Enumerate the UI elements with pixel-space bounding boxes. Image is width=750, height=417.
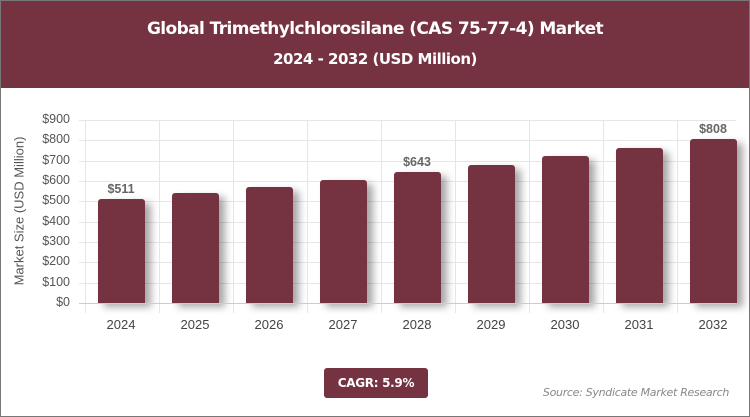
x-tick: 2032 [698, 317, 728, 332]
y-tick: $200 [42, 254, 70, 268]
y-tick: $700 [42, 153, 70, 167]
y-axis-label: Market Size (USD Million) [11, 136, 27, 286]
data-label-2024: $511 [107, 182, 135, 196]
bar-2026[interactable] [246, 187, 293, 303]
chart-header: Global Trimethylchlorosilane (CAS 75-77-… [1, 1, 749, 88]
gridline [233, 120, 234, 313]
data-label-2028: $643 [403, 155, 431, 169]
y-tick: $600 [42, 173, 70, 187]
gridline [603, 120, 604, 313]
x-tick: 2025 [180, 317, 210, 332]
bar-2032[interactable] [690, 139, 737, 303]
bar-2029[interactable] [468, 165, 515, 303]
y-tick: $900 [42, 112, 70, 126]
x-tick: 2028 [402, 317, 432, 332]
y-tick: $400 [42, 214, 70, 228]
source-note: Source: Syndicate Market Research [542, 386, 729, 399]
cagr-badge: CAGR: 5.9% [324, 368, 428, 398]
bar-2027[interactable] [320, 180, 367, 303]
gridline [529, 120, 530, 313]
x-tick: 2029 [476, 317, 506, 332]
y-tick: $800 [42, 132, 70, 146]
y-tick: $100 [42, 275, 70, 289]
x-tick: 2027 [328, 317, 358, 332]
bar-2025[interactable] [172, 193, 219, 303]
bar-2028[interactable] [394, 172, 441, 303]
y-tick: $0 [56, 295, 70, 309]
y-tick: $300 [42, 234, 70, 248]
x-tick: 2030 [550, 317, 580, 332]
gridline [455, 120, 456, 313]
x-tick: 2026 [254, 317, 284, 332]
gridline [79, 140, 736, 141]
x-axis-line [79, 303, 736, 304]
x-tick: 2024 [106, 317, 136, 332]
data-label-2032: $808 [699, 122, 727, 136]
bar-2030[interactable] [542, 156, 589, 303]
gridline [381, 120, 382, 313]
chart-subtitle: 2024 - 2032 (USD Million) [273, 50, 477, 68]
gridline [159, 120, 160, 313]
gridline [79, 120, 736, 121]
gridline [307, 120, 308, 313]
y-tick: $500 [42, 193, 70, 207]
bar-2031[interactable] [616, 148, 663, 303]
x-tick: 2031 [624, 317, 654, 332]
gridline [677, 120, 678, 313]
gridline [79, 161, 736, 162]
chart-title: Global Trimethylchlorosilane (CAS 75-77-… [146, 19, 604, 39]
gridline [85, 120, 86, 313]
bar-2024[interactable] [98, 199, 145, 303]
